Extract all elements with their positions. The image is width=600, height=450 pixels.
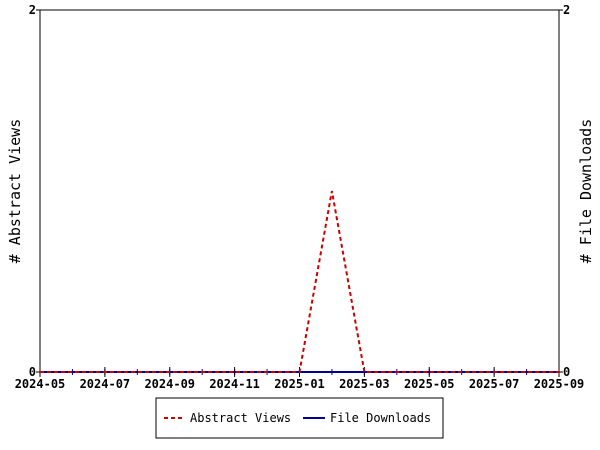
x-tick-label: 2024-09 — [144, 377, 195, 391]
legend-box — [155, 397, 444, 439]
y-right-tick-label: 0 — [563, 365, 570, 379]
series-layer — [40, 190, 559, 373]
x-tick-label: 2025-07 — [469, 377, 520, 391]
x-tick-label: 2025-05 — [404, 377, 455, 391]
plot-area — [39, 9, 560, 373]
legend-label-abstract-views: Abstract Views — [190, 411, 291, 425]
y-left-tick-label: 0 — [29, 365, 36, 379]
x-tick-label: 2025-09 — [534, 377, 585, 391]
series-line-abstract-views — [40, 190, 559, 373]
x-tick-label: 2024-07 — [80, 377, 131, 391]
x-tick-label: 2025-01 — [274, 377, 325, 391]
x-tick-label: 2024-11 — [209, 377, 260, 391]
y-left-tick-label: 2 — [29, 3, 36, 17]
legend: Abstract Views File Downloads — [155, 397, 444, 439]
y-axis-left-label: # Abstract Views — [6, 119, 24, 264]
legend-label-file-downloads: File Downloads — [330, 411, 431, 425]
x-tick-label: 2024-05 — [15, 377, 66, 391]
y-axis-right-label: # File Downloads — [577, 119, 595, 264]
x-tick-label: 2025-03 — [339, 377, 390, 391]
y-right-tick-label: 2 — [563, 3, 570, 17]
